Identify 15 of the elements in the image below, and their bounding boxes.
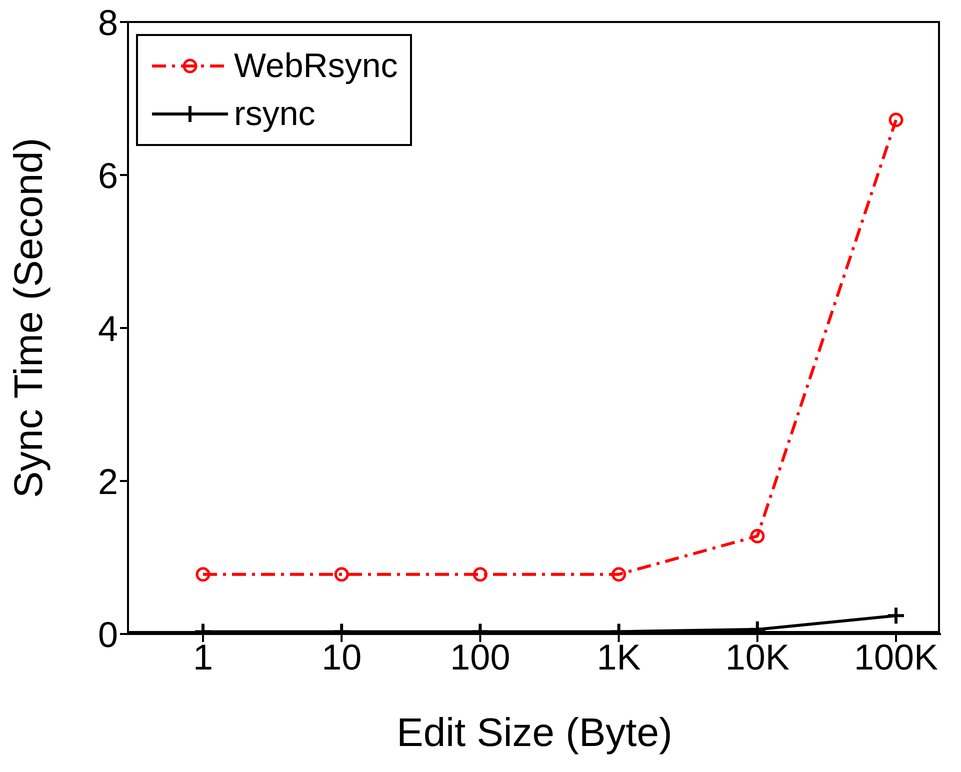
- legend-label: rsync: [234, 94, 316, 134]
- y-tick-label: 2: [98, 460, 118, 502]
- y-tick-label: 0: [98, 614, 118, 655]
- x-tick-label: 100K: [854, 636, 938, 678]
- x-axis-title: Edit Size (Byte): [396, 711, 672, 755]
- y-tick-label: 8: [98, 2, 118, 43]
- y-tick-label: 6: [98, 154, 118, 196]
- y-axis-title: Sync Time (Second): [7, 138, 52, 498]
- legend-label: WebRsync: [234, 46, 398, 86]
- x-tick-label: 1K: [596, 636, 641, 678]
- x-tick-label: 100: [450, 636, 510, 678]
- y-tick-label: 4: [98, 308, 118, 349]
- x-tick-label: 10K: [725, 636, 790, 678]
- x-tick-label: 10: [322, 636, 362, 678]
- x-tick-label: 1: [192, 636, 214, 678]
